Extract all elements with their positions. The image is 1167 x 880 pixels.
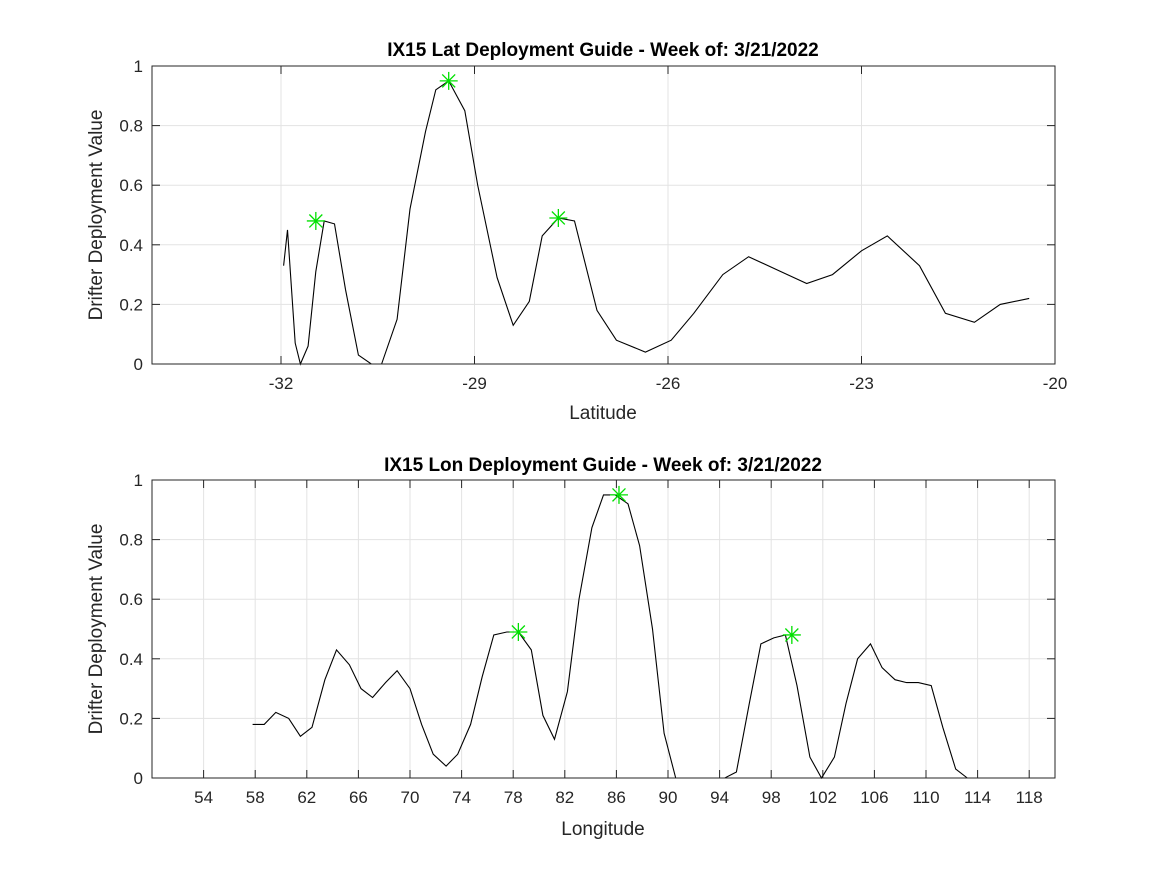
lat-ticks: -32 -29 -26 -23 -20 0 0.2 0.4 0.6 0.8 1 [119,57,1067,393]
lat-y-tick-label: 0.8 [119,117,143,136]
lon-x-tick-label: 54 [194,788,213,807]
lat-y-axis-label: Drifter Deployment Value [86,110,107,321]
lat-x-tick-label: -26 [656,374,681,393]
lon-series-line [252,494,979,780]
lon-x-tick-label: 94 [710,788,729,807]
lon-y-tick-label: 0.6 [119,590,143,609]
lon-series [252,494,979,780]
lon-x-tick-label: 82 [555,788,574,807]
lon-peak-marker [609,485,628,504]
lon-y-tick-label: 0.4 [119,650,143,669]
lon-x-tick-label: 90 [659,788,678,807]
lon-x-tick-label: 58 [246,788,265,807]
lon-x-tick-label: 66 [349,788,368,807]
lon-x-tick-label: 114 [964,788,991,807]
lon-x-tick-label: 98 [762,788,781,807]
lon-x-tick-label: 70 [401,788,420,807]
lon-ticks: 54 58 62 66 70 74 78 82 86 90 94 98 102 106 110 114 118 0… [119,471,1055,807]
lon-x-tick-label: 118 [1016,788,1043,807]
lat-x-tick-label: -29 [462,374,487,393]
lon-chart-title: IX15 Lon Deployment Guide - Week of: 3/2… [384,455,822,476]
lon-peak-marker [509,622,528,641]
lon-x-tick-label: 62 [297,788,316,807]
lon-y-axis-label: Drifter Deployment Value [86,524,107,735]
lat-plot-frame [151,65,1056,365]
lat-peak-marker [306,211,325,230]
lat-chart-title: IX15 Lat Deployment Guide - Week of: 3/2… [387,40,819,61]
lat-peak-marker [549,208,568,227]
lat-peak-marker [439,71,458,90]
lon-grid [152,479,1055,779]
lat-y-tick-label: 1 [134,57,143,76]
lon-y-tick-label: 0.2 [119,709,143,728]
lat-series [283,80,1030,366]
lat-y-tick-label: 0.2 [119,295,143,314]
lon-x-tick-label: 102 [809,788,837,807]
lon-peaks [509,485,801,644]
lon-y-tick-label: 1 [134,471,143,490]
lat-x-tick-label: -23 [849,374,874,393]
lon-x-tick-label: 78 [504,788,523,807]
lon-x-axis-label: Longitude [561,819,644,840]
lon-x-tick-label: 74 [452,788,471,807]
lon-x-tick-label: 110 [912,788,939,807]
lat-y-tick-label: 0 [134,355,143,374]
lat-y-tick-label: 0.4 [119,236,143,255]
lon-y-tick-label: 0 [134,769,143,788]
lon-x-tick-label: 106 [860,788,888,807]
lat-grid [152,65,1056,365]
lon-peak-marker [782,625,801,644]
lon-y-tick-label: 0.8 [119,531,143,550]
lon-x-tick-label: 86 [607,788,626,807]
lat-x-tick-label: -32 [269,374,294,393]
lat-series-line [283,80,1030,366]
lat-x-axis-label: Latitude [569,403,637,424]
lat-peaks [306,71,568,230]
lat-panel: IX15 Lat Deployment Guide - Week of: 3/2… [86,40,1067,424]
lon-plot-frame [151,479,1056,779]
lat-y-tick-label: 0.6 [119,176,143,195]
lat-x-tick-label: -20 [1043,374,1068,393]
lon-panel: IX15 Lon Deployment Guide - Week of: 3/2… [86,455,1056,840]
